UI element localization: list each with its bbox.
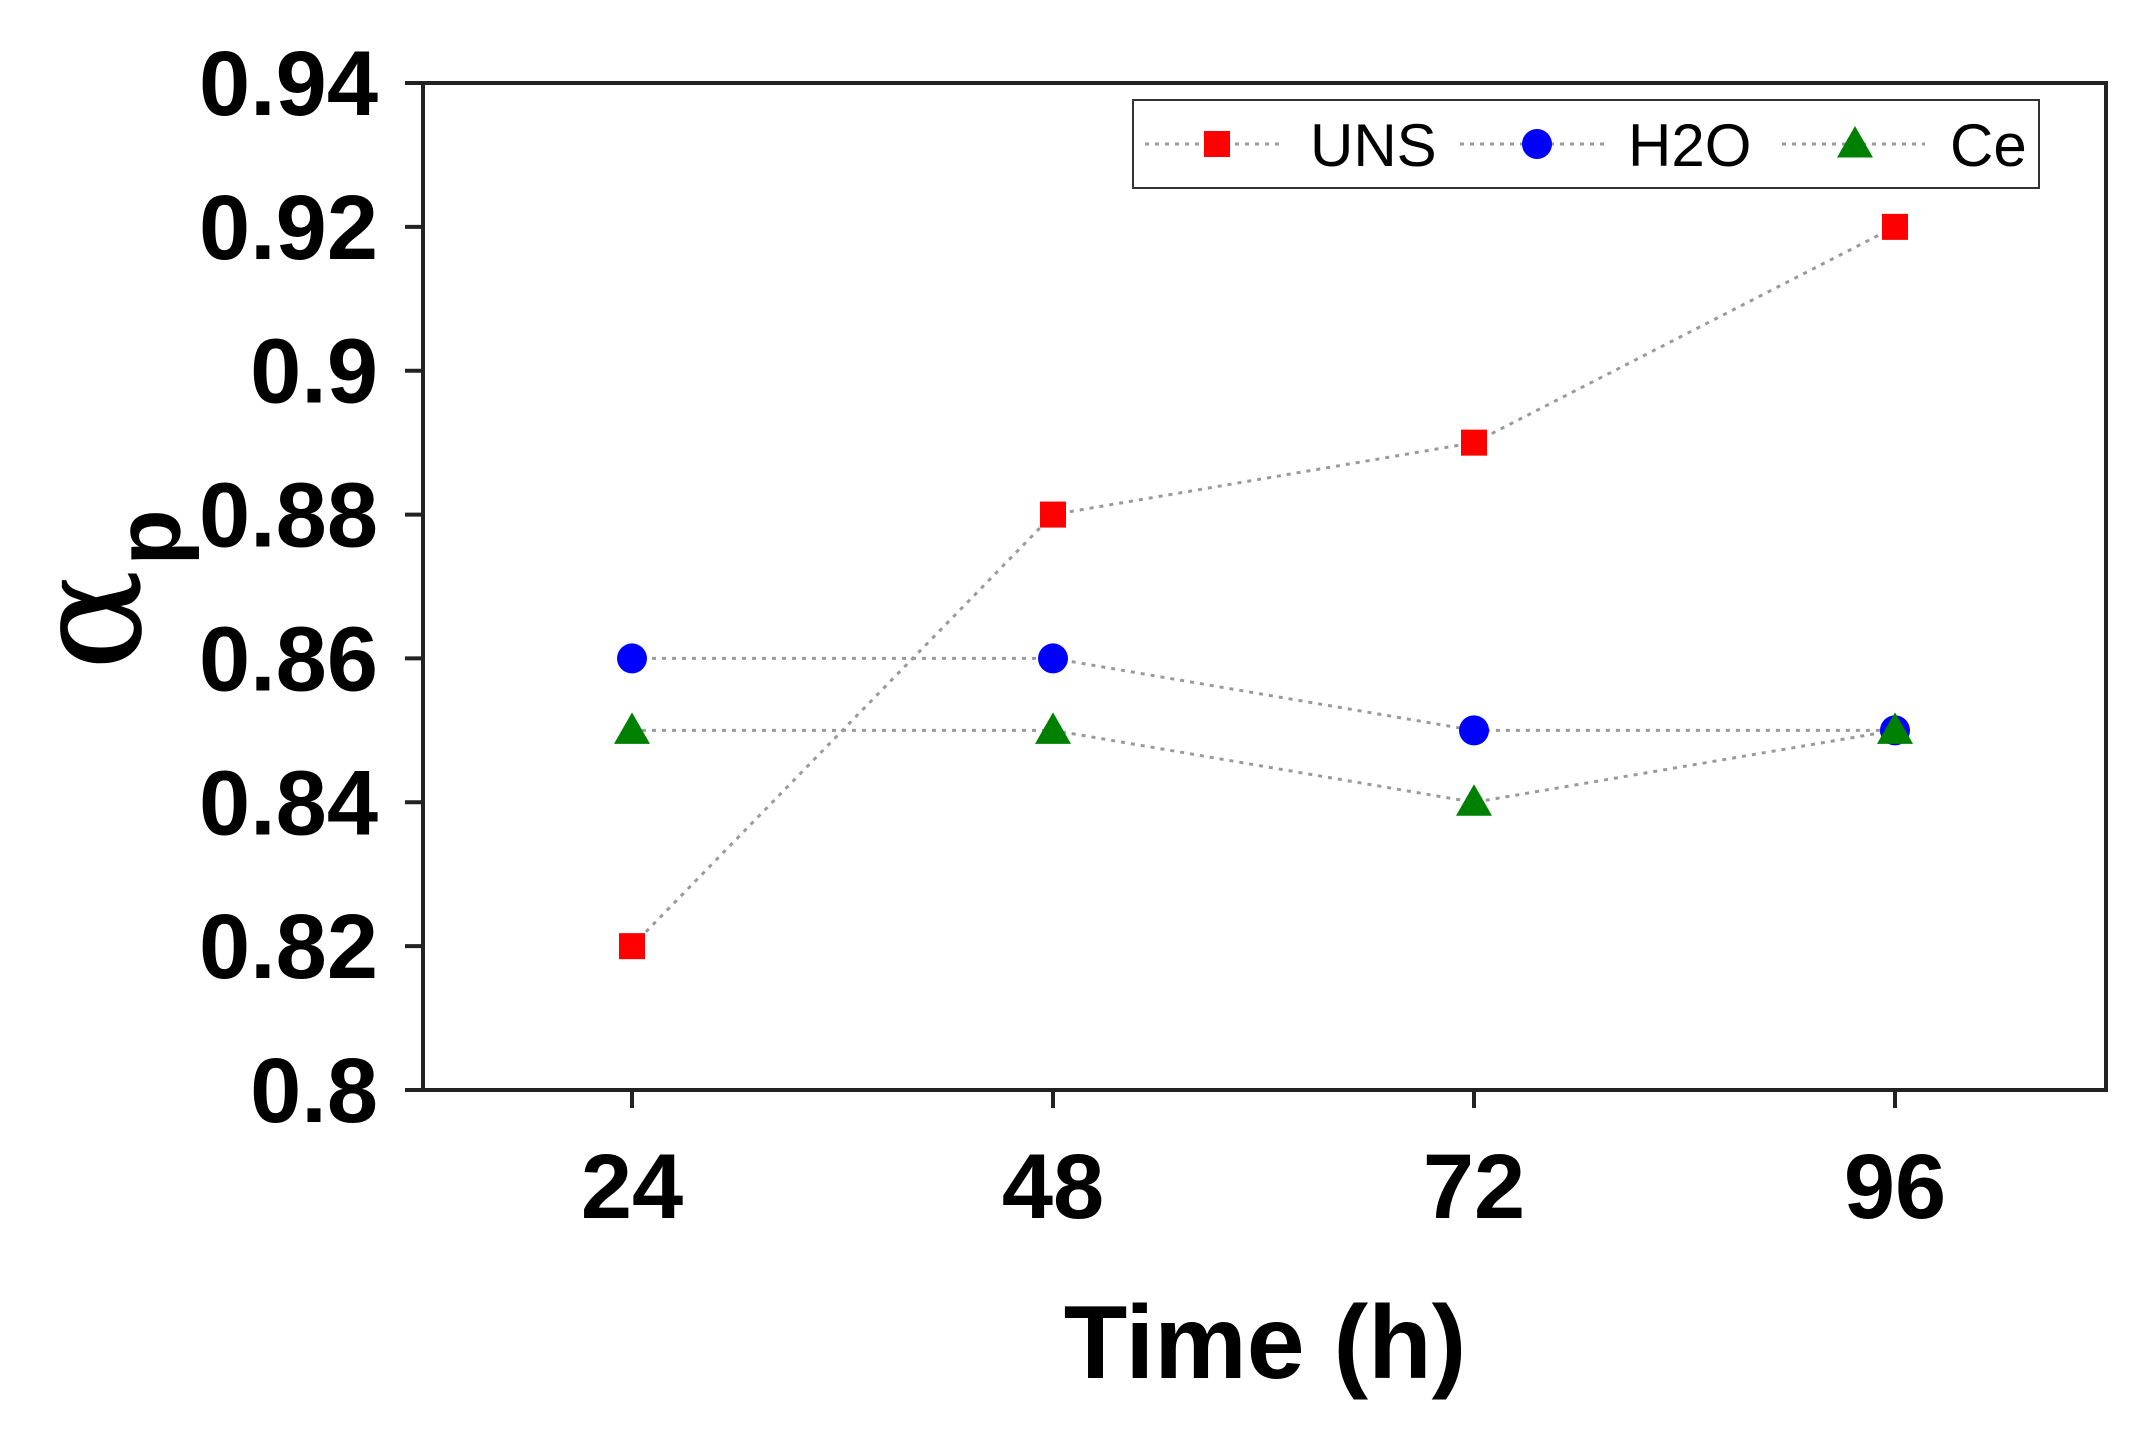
y-axis-title-symbol: α xyxy=(2,569,176,670)
x-tick-label: 96 xyxy=(1844,1136,1946,1238)
point-ce xyxy=(1035,712,1071,744)
legend-marker-h2o xyxy=(1522,129,1552,159)
y-axis-ticks: 0.8 0.82 0.84 0.86 0.88 0.9 0.92 0.94 xyxy=(199,33,423,1142)
point-ce xyxy=(1877,712,1913,744)
y-tick-label: 0.9 xyxy=(250,321,378,423)
legend-marker-uns xyxy=(1204,131,1230,157)
y-tick-label: 0.82 xyxy=(199,896,378,998)
legend-label-ce: Ce xyxy=(1950,112,2027,179)
point-h2o xyxy=(1459,715,1489,746)
y-tick-label: 0.94 xyxy=(199,33,378,135)
point-ce xyxy=(1456,784,1492,816)
y-tick-label: 0.8 xyxy=(250,1040,378,1142)
point-ce xyxy=(614,712,650,744)
series-line-ce xyxy=(632,728,1896,804)
x-tick-label: 48 xyxy=(1002,1136,1104,1238)
legend-label-uns: UNS xyxy=(1310,112,1437,179)
point-h2o xyxy=(1038,643,1068,674)
y-tick-label: 0.92 xyxy=(199,177,378,279)
legend-label-h2o: H2O xyxy=(1628,112,1751,179)
series-lines xyxy=(630,225,1896,948)
point-uns xyxy=(619,933,645,960)
legend: UNS H2O Ce xyxy=(1132,99,2040,189)
plot-frame xyxy=(421,81,2108,1092)
x-tick-label: 72 xyxy=(1423,1136,1525,1238)
point-uns xyxy=(1882,213,1908,240)
y-tick-label: 0.84 xyxy=(199,752,378,854)
y-tick-label: 0.88 xyxy=(199,465,378,567)
x-axis-ticks: 24 48 72 96 xyxy=(581,1090,1946,1238)
legend-marker-ce xyxy=(1837,126,1873,158)
point-h2o xyxy=(617,643,647,674)
y-axis-title-subscript: p xyxy=(98,509,200,565)
series-markers xyxy=(614,213,1913,960)
x-axis-title: Time (h) xyxy=(1064,1285,1467,1401)
series-line-uns xyxy=(630,225,1896,948)
y-tick-label: 0.86 xyxy=(199,608,378,710)
point-uns xyxy=(1040,501,1066,528)
x-tick-label: 24 xyxy=(581,1136,683,1238)
legend-box xyxy=(1132,99,2040,189)
series-line-h2o xyxy=(632,656,1895,732)
y-axis-title: αp xyxy=(2,509,200,671)
point-uns xyxy=(1461,429,1487,456)
